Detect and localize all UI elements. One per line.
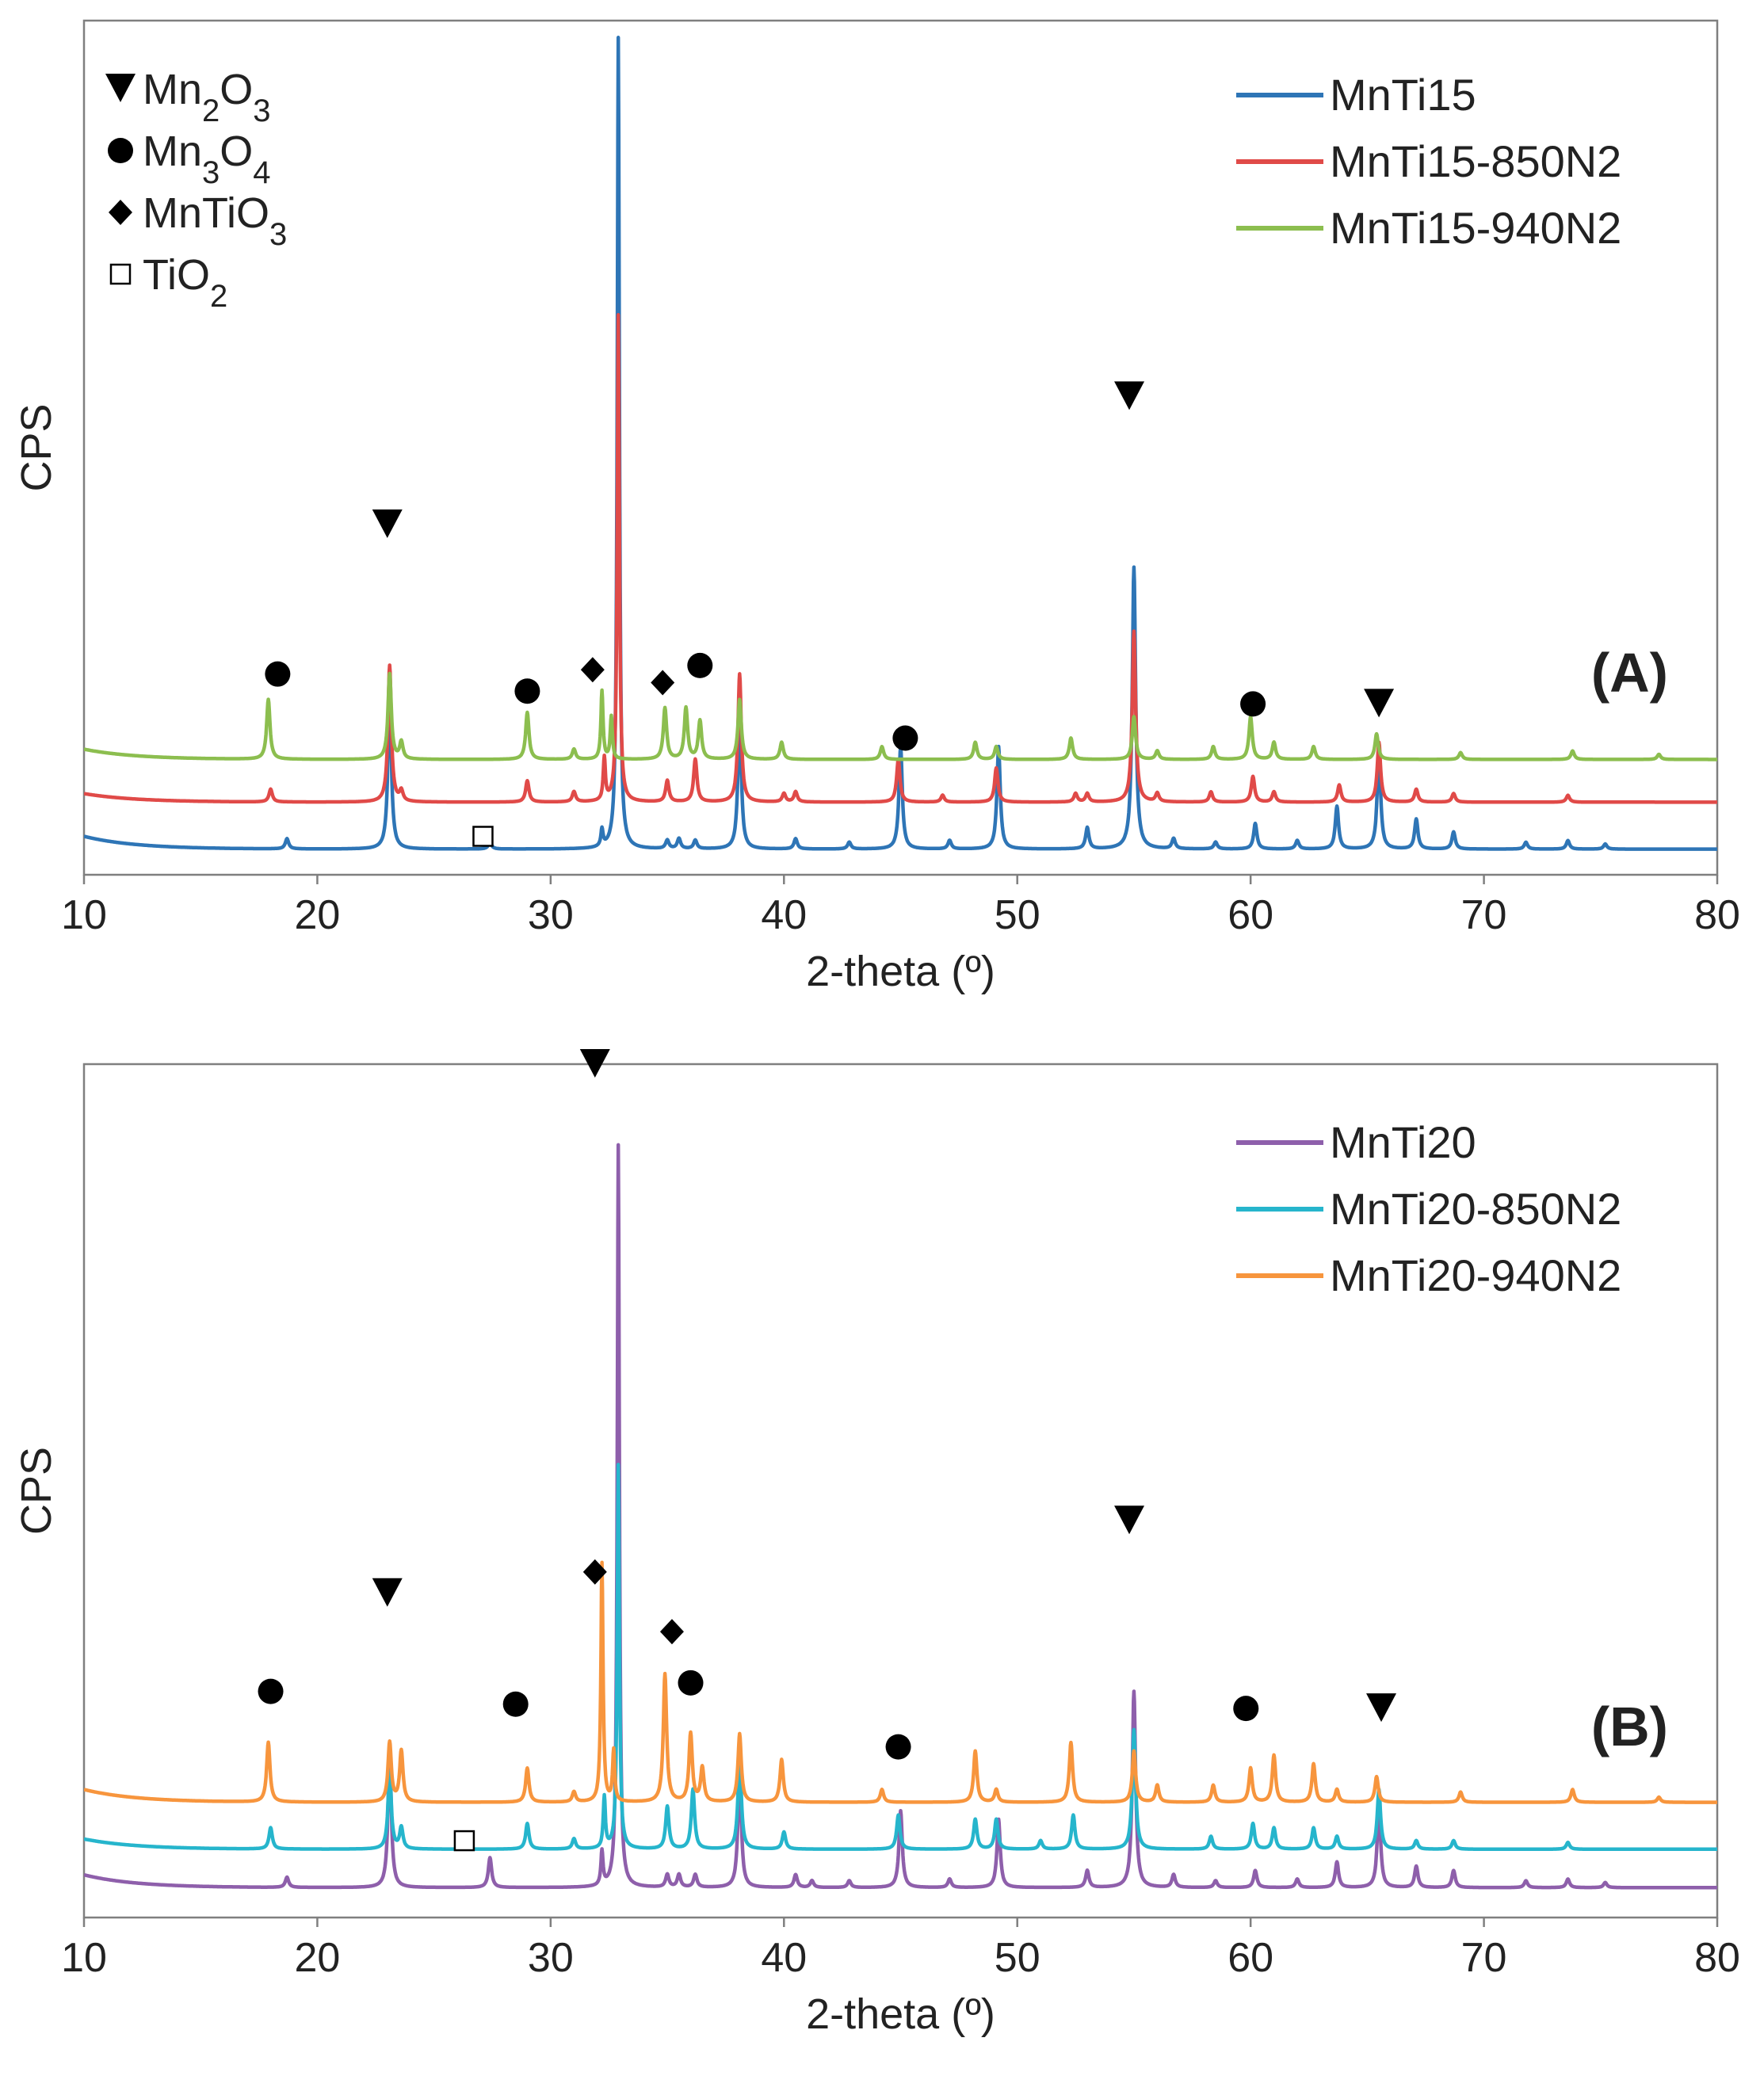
phase-marker-triangle-down	[579, 1049, 610, 1078]
x-tick-label: 40	[761, 892, 807, 938]
phase-marker-circle	[687, 652, 713, 678]
x-tick-label: 50	[995, 1935, 1040, 1981]
x-axis-title: 2-theta (º)	[806, 1990, 995, 2038]
phase-marker-triangle-down	[1114, 1505, 1145, 1535]
phase-legend-marker	[109, 200, 132, 225]
phase-legend-label: Mn3O4	[143, 128, 271, 190]
phase-marker-diamond	[659, 1619, 684, 1645]
phase-marker-circle	[1233, 1696, 1259, 1722]
phase-legend-marker	[105, 74, 136, 102]
x-tick-label: 40	[761, 1935, 807, 1981]
phase-marker-diamond	[580, 657, 605, 683]
legend-label: MnTi20	[1330, 1117, 1476, 1167]
phase-marker-circle	[892, 725, 918, 751]
x-axis-title: 2-theta (º)	[806, 948, 995, 995]
phase-marker-diamond	[582, 1559, 607, 1585]
series-group	[84, 1143, 1717, 1890]
phase-marker-circle	[502, 1691, 529, 1717]
x-tick-label: 10	[61, 892, 107, 938]
x-tick-label: 70	[1461, 892, 1507, 938]
panel-label: (A)	[1591, 642, 1668, 704]
phase-marker-triangle-down	[372, 1578, 403, 1607]
plot-frame	[82, 19, 1719, 876]
x-tick-label: 10	[61, 1935, 107, 1981]
phase-marker-circle	[514, 678, 540, 704]
legend-label: MnTi15-940N2	[1330, 203, 1621, 253]
phase-legend-label: TiO2	[143, 251, 227, 314]
y-axis-title: CPS	[13, 1447, 60, 1535]
phase-legend-label: MnTiO3	[143, 189, 287, 252]
phase-legend-marker	[108, 138, 133, 163]
series-line-mnti15-940n2	[84, 671, 1717, 761]
x-tick-label: 30	[528, 1935, 574, 1981]
phase-marker-triangle-down	[1366, 1693, 1397, 1723]
x-tick-label: 20	[295, 892, 341, 938]
phase-marker-square-open	[472, 826, 494, 847]
phase-marker-circle	[1240, 691, 1266, 717]
phase-marker-circle	[678, 1670, 704, 1696]
phase-marker-triangle-down	[1364, 689, 1395, 718]
x-tick-label: 30	[528, 892, 574, 938]
x-tick-label: 60	[1228, 892, 1273, 938]
phase-marker-diamond	[651, 670, 675, 696]
phase-legend-label: Mn2O3	[143, 66, 271, 128]
series-line-mnti20-940n2	[84, 1560, 1717, 1804]
phase-marker-triangle-down	[1114, 381, 1145, 410]
panel-label: (B)	[1591, 1696, 1668, 1757]
y-axis-title: CPS	[13, 403, 60, 491]
phase-marker-circle	[258, 1678, 284, 1704]
legend-label: MnTi15-850N2	[1330, 136, 1621, 186]
x-tick-label: 60	[1228, 1935, 1273, 1981]
plot-frame	[82, 1063, 1719, 1919]
series-line-mnti20	[84, 1143, 1717, 1890]
panel-a: 10 20 30 40 50 60 70 80 2-theta (º) CPS MnTi15 MnTi…	[13, 19, 1740, 995]
panel-b: 10 20 30 40 50 60 70 80 2-theta (º) CPS MnTi20 MnTi…	[13, 1049, 1740, 2038]
legend-label: MnTi20-940N2	[1330, 1250, 1621, 1300]
x-tick-label: 70	[1461, 1935, 1507, 1981]
phase-legend-marker	[109, 263, 132, 285]
x-tick-label: 80	[1694, 892, 1740, 938]
phase-marker-triangle-down	[372, 509, 403, 539]
x-tick-label: 50	[995, 892, 1040, 938]
phase-marker-circle	[885, 1734, 911, 1760]
legend-label: MnTi20-850N2	[1330, 1184, 1621, 1234]
series-line-mnti15-850n2	[84, 313, 1717, 804]
phase-marker-square-open	[453, 1830, 475, 1852]
legend-label: MnTi15	[1330, 70, 1476, 120]
phase-marker-circle	[265, 661, 291, 687]
x-tick-label: 20	[295, 1935, 341, 1981]
series-line-mnti20-850n2	[84, 1463, 1717, 1852]
x-tick-label: 80	[1694, 1935, 1740, 1981]
